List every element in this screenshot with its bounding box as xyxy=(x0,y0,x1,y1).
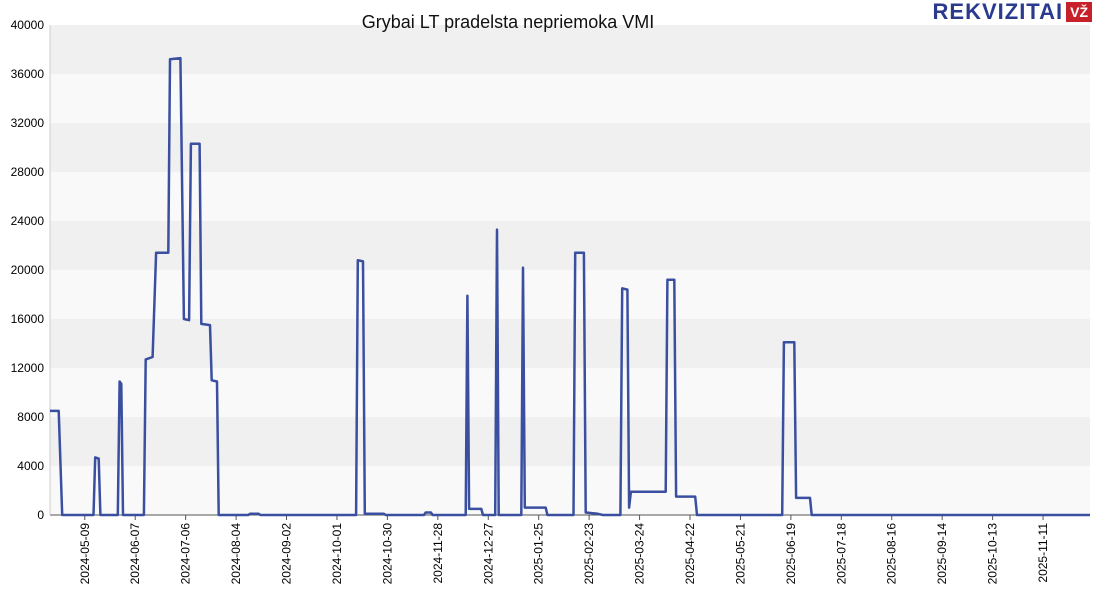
x-tick-label: 2024-10-01 xyxy=(330,523,344,585)
y-tick-label: 32000 xyxy=(11,116,45,130)
x-tick-label: 2025-02-23 xyxy=(582,523,596,585)
x-tick-label: 2025-01-25 xyxy=(532,523,546,585)
series-line xyxy=(50,56,1090,517)
x-tick-label: 2025-11-11 xyxy=(1036,523,1050,583)
x-tick-label: 2025-09-14 xyxy=(935,523,949,585)
x-tick-label: 2024-05-09 xyxy=(78,523,92,585)
brand-name: REKVIZITAI xyxy=(932,0,1064,24)
x-axis-ticks: 2024-05-09 2024-06-07 2024-07-06 2024-08-04… xyxy=(78,515,1050,584)
x-tick-label: 2025-08-16 xyxy=(885,523,899,585)
y-tick-label: 8000 xyxy=(17,410,44,424)
y-tick-label: 40000 xyxy=(11,18,45,32)
brand-badge: VŽ xyxy=(1066,2,1092,22)
x-tick-label: 2024-10-30 xyxy=(380,523,394,585)
x-tick-label: 2024-06-07 xyxy=(128,523,142,585)
x-tick-label: 2025-10-13 xyxy=(986,523,1000,585)
x-tick-label: 2025-04-22 xyxy=(683,523,697,585)
y-tick-label: 20000 xyxy=(11,263,45,277)
x-tick-label: 2025-06-19 xyxy=(784,523,798,585)
x-tick-label: 2024-11-28 xyxy=(431,523,445,584)
y-tick-label: 16000 xyxy=(11,312,45,326)
y-tick-label: 12000 xyxy=(11,361,45,375)
y-tick-label: 4000 xyxy=(17,459,44,473)
grid-bands xyxy=(50,25,1090,515)
x-tick-label: 2025-05-21 xyxy=(733,523,747,585)
grid-band xyxy=(50,417,1090,466)
grid-band xyxy=(50,319,1090,368)
grid-band xyxy=(50,368,1090,417)
x-tick-label: 2024-12-27 xyxy=(481,523,495,585)
grid-band xyxy=(50,172,1090,221)
grid-band xyxy=(50,221,1090,270)
grid-band xyxy=(50,123,1090,172)
grid-band xyxy=(50,466,1090,515)
grid-band xyxy=(50,74,1090,123)
grid-band xyxy=(50,25,1090,74)
x-tick-label: 2025-03-24 xyxy=(633,523,647,585)
brand-logo: REKVIZITAI VŽ xyxy=(933,0,1092,24)
x-tick-label: 2024-08-04 xyxy=(229,523,243,585)
y-tick-label: 24000 xyxy=(11,214,45,228)
y-tick-label: 28000 xyxy=(11,165,45,179)
y-tick-label: 0 xyxy=(37,508,44,522)
chart-title: Grybai LT pradelsta nepriemoka VMI xyxy=(362,12,654,32)
x-tick-label: 2025-07-18 xyxy=(834,523,848,585)
x-tick-label: 2024-09-02 xyxy=(280,523,294,585)
grid-band xyxy=(50,270,1090,319)
y-axis-ticks: 0 4000 8000 12000 16000 20000 24000 28000 32000 3… xyxy=(11,18,45,522)
y-tick-label: 36000 xyxy=(11,67,45,81)
x-tick-label: 2024-07-06 xyxy=(179,523,193,585)
